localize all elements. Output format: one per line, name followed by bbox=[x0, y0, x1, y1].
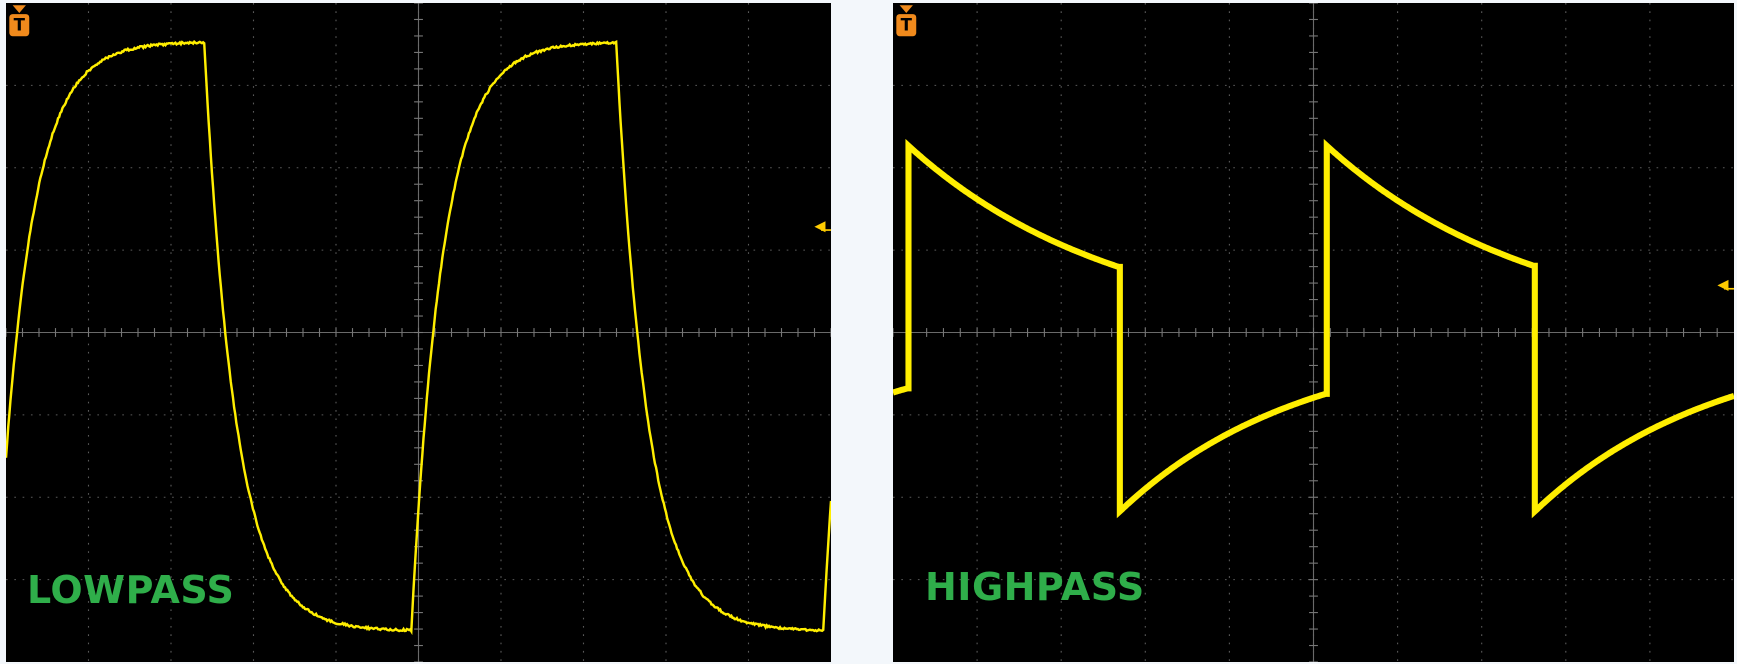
panel-label: LOWPASS bbox=[27, 568, 234, 612]
panel-label: HIGHPASS bbox=[925, 565, 1145, 609]
scope-display: T bbox=[893, 3, 1734, 662]
trigger-marker-text: T bbox=[14, 16, 26, 35]
oscilloscope-screen: T bbox=[893, 3, 1734, 662]
trigger-marker: T bbox=[896, 5, 916, 36]
scope-display: T bbox=[6, 3, 831, 662]
grid bbox=[893, 3, 1734, 662]
oscilloscope-screen: T bbox=[6, 3, 831, 662]
page: {"panels": [{"label": "LOWPASS", "trigge… bbox=[0, 0, 1737, 664]
grid bbox=[6, 3, 831, 662]
trigger-marker-text: T bbox=[901, 16, 913, 35]
trigger-marker: T bbox=[9, 5, 29, 36]
